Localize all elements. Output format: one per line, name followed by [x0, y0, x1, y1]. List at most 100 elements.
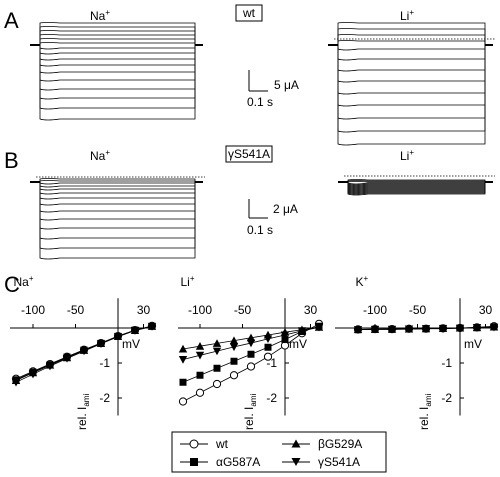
- data-point-triangle-up: [212, 339, 222, 347]
- current-trace: [39, 38, 196, 45]
- x-tick-label: -50: [409, 303, 427, 317]
- data-point-triangle-up: [178, 344, 188, 353]
- panel-b-construct-label: γS541A: [228, 147, 270, 161]
- data-point-triangle-down: [62, 354, 72, 363]
- panel-b-li-current-traces: [338, 175, 495, 196]
- current-trace: [39, 45, 196, 91]
- current-trace: [39, 22, 196, 45]
- current-trace: [39, 34, 196, 45]
- legend-item-bg529a: βG529A: [282, 437, 362, 451]
- data-point-triangle-down: [229, 343, 239, 352]
- iv-plot-title: Na+: [14, 274, 34, 289]
- data-point-triangle-down: [212, 347, 222, 356]
- current-trace: [39, 45, 196, 55]
- legend-label-wt: wt: [215, 437, 229, 451]
- data-point-triangle-down: [11, 378, 21, 387]
- legend-item-wt: wt: [180, 437, 229, 451]
- data-point-circle: [246, 362, 256, 371]
- iv-plot-k: K+ -100 -50 30 -1 -2 mV rel. Iami: [335, 274, 499, 430]
- data-point-triangle-down: [421, 325, 431, 333]
- panel-a-scale-bar: [248, 70, 268, 92]
- data-point-circle: [212, 379, 222, 389]
- y-tick-label: -1: [99, 356, 110, 370]
- legend-label-gs541a: γS541A: [318, 455, 360, 469]
- data-point-square: [247, 350, 255, 358]
- x-axis-label: mV: [464, 337, 482, 351]
- current-trace: [39, 178, 196, 182]
- panel-c-letter: C: [4, 272, 20, 297]
- current-trace: [337, 45, 486, 95]
- panel-b-letter: B: [4, 148, 19, 173]
- data-point-circle: [195, 388, 205, 397]
- data-point-triangle-down: [28, 370, 38, 379]
- current-trace: [337, 45, 486, 120]
- legend-label-ag587a: αG587A: [216, 455, 260, 469]
- current-trace: [39, 45, 196, 110]
- data-point-triangle-down: [438, 325, 448, 333]
- data-point-triangle-down: [297, 327, 307, 335]
- data-point-triangle-down: [280, 331, 290, 340]
- y-axis-label: rel. Iami: [242, 394, 258, 430]
- x-axis-label: mV: [122, 337, 140, 351]
- current-trace: [39, 182, 196, 240]
- current-trace: [337, 22, 486, 45]
- panel-a-letter: A: [4, 8, 19, 33]
- current-trace: [347, 182, 486, 186]
- data-point-triangle-down: [195, 351, 205, 360]
- panel-b-construct-box: [225, 145, 273, 163]
- x-tick-label: -100: [21, 303, 45, 317]
- current-trace: [337, 45, 486, 51]
- data-point-triangle-down: [147, 323, 157, 331]
- legend-label-bg529a: βG529A: [318, 437, 362, 451]
- current-trace: [39, 182, 196, 195]
- data-point-triangle-down: [353, 326, 363, 334]
- square-marker-icon: [190, 458, 198, 466]
- data-point-triangle-up: [229, 336, 239, 345]
- current-trace: [347, 182, 486, 196]
- data-point-triangle-down: [130, 326, 140, 335]
- data-point-triangle-down: [178, 356, 188, 364]
- data-point-triangle-down: [314, 323, 324, 332]
- data-point-square: [230, 357, 238, 365]
- current-trace: [337, 45, 486, 133]
- panel-b-scale-current: 2 μA: [273, 202, 298, 216]
- iv-plot-title: K+: [356, 274, 369, 289]
- iv-plot-li: Li+ -100 -50 30 -1 -2 mV rel. Iami: [178, 274, 324, 430]
- y-tick-label: -2: [441, 391, 452, 405]
- triangle-up-marker-icon: [291, 439, 301, 448]
- x-tick-label: -50: [67, 303, 85, 317]
- current-trace: [39, 182, 196, 260]
- x-tick-label: 30: [304, 303, 318, 317]
- current-trace: [39, 30, 196, 45]
- y-axis-label: rel. Iami: [417, 394, 433, 430]
- y-tick-label: -1: [266, 356, 277, 370]
- current-trace: [347, 180, 486, 182]
- data-point-triangle-down: [387, 325, 397, 334]
- data-point-circle: [229, 371, 239, 380]
- panel-a-na-current-traces: [30, 22, 203, 121]
- current-trace: [337, 45, 486, 107]
- data-point-triangle-down: [79, 347, 89, 356]
- panel-b-na-current-traces: [30, 176, 205, 260]
- data-point-triangle-down: [455, 324, 465, 333]
- panel-b-ion-left: Na+: [90, 148, 110, 163]
- panel-a-construct-box: [235, 4, 263, 22]
- data-point-triangle-down: [489, 323, 499, 332]
- panel-b-ion-right: Li+: [400, 148, 414, 163]
- y-axis-label: rel. Iami: [75, 394, 91, 430]
- x-tick-label: -100: [188, 303, 212, 317]
- panel-a-ion-right: Li+: [400, 8, 414, 23]
- legend: wt βG529A αG587A γS541A: [171, 431, 387, 473]
- current-trace: [337, 45, 486, 146]
- current-trace: [39, 45, 196, 50]
- panel-b-scale-time: 0.1 s: [247, 223, 273, 237]
- current-trace: [337, 34, 486, 45]
- current-trace: [39, 182, 196, 250]
- current-trace: [39, 42, 196, 45]
- data-point-square: [179, 378, 187, 386]
- current-trace: [39, 182, 196, 185]
- current-trace: [347, 181, 485, 183]
- data-point-triangle-up: [195, 342, 205, 350]
- panel-a-ion-left: Na+: [90, 8, 110, 23]
